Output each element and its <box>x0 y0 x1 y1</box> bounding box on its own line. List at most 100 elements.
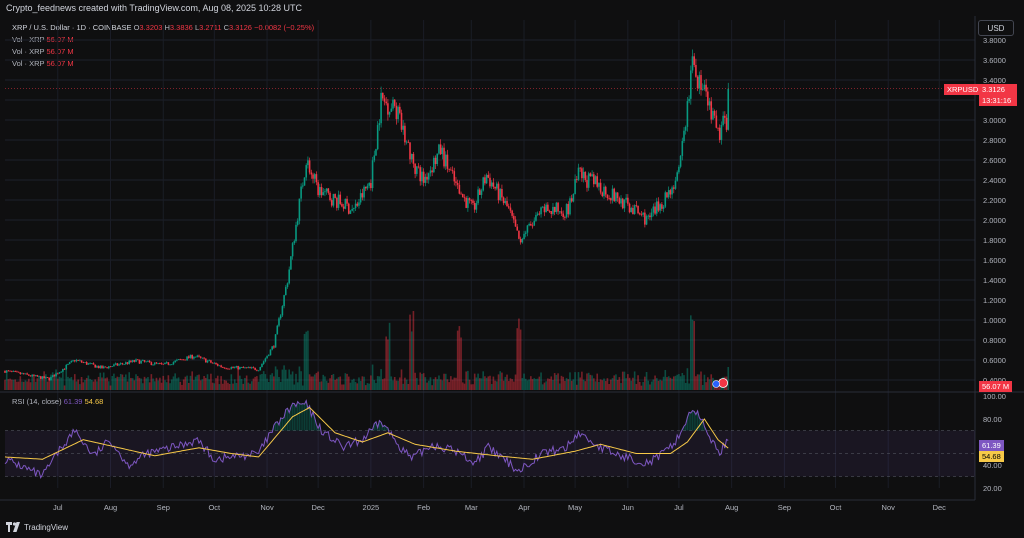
volume-bar <box>41 377 44 390</box>
candle-body <box>553 206 556 213</box>
rsi-legend[interactable]: RSI (14, close) 61.39 54.68 <box>12 397 103 406</box>
volume-bar <box>21 381 23 390</box>
candle-body <box>58 372 61 374</box>
candle-body <box>657 201 660 211</box>
footer[interactable]: TradingView <box>6 522 68 532</box>
volume-bar <box>147 377 149 390</box>
volume-bar <box>438 375 440 390</box>
candle-body <box>33 374 35 376</box>
candle-body <box>191 354 193 359</box>
volume-bar <box>279 381 282 390</box>
candle-body <box>39 376 42 379</box>
candle-body <box>337 194 340 208</box>
candle-body <box>363 186 365 198</box>
volume-bar <box>252 378 255 390</box>
candle-body <box>451 170 454 172</box>
candle-body <box>370 183 372 189</box>
volume-bar <box>317 371 319 390</box>
candle-body <box>319 187 321 196</box>
candle-body <box>82 362 85 364</box>
volume-bar <box>657 380 660 390</box>
vol-row[interactable]: Vol · XRP 56.07 M <box>12 46 314 58</box>
candle-body <box>364 186 367 189</box>
volume-bar <box>678 374 680 390</box>
volume-bar <box>125 374 127 390</box>
volume-bar <box>465 371 467 390</box>
candle-body <box>618 197 621 204</box>
high-value: 3.3836 <box>169 23 193 32</box>
volume-bar <box>460 337 462 390</box>
volume-bar <box>632 377 634 390</box>
candle-body <box>567 203 570 215</box>
candle-body <box>460 193 462 195</box>
candle-body <box>589 173 592 177</box>
volume-bar <box>404 377 406 390</box>
volume-bar <box>75 381 78 390</box>
volume-bar <box>92 381 95 390</box>
candle-body <box>409 142 411 160</box>
candle-body <box>147 360 149 362</box>
candle-body <box>569 198 571 215</box>
chart-canvas[interactable]: 3.80003.60003.40003.20003.00002.80002.60… <box>0 0 1024 520</box>
candle-body <box>560 211 563 214</box>
price-tick-label: 0.8000 <box>983 336 1006 345</box>
volume-bar <box>385 336 387 390</box>
volume-bar <box>63 385 66 390</box>
candle-body <box>235 366 238 368</box>
volume-bar <box>7 379 10 390</box>
candle-body <box>480 190 483 195</box>
volume-bar <box>707 377 709 390</box>
candle-body <box>208 360 211 362</box>
price-tick-label: 1.0000 <box>983 316 1006 325</box>
volume-bar <box>603 378 605 390</box>
candle-body <box>62 368 64 372</box>
volume-bar <box>193 380 195 390</box>
candle-body <box>501 188 503 198</box>
candle-body <box>264 358 267 362</box>
candle-body <box>627 197 629 204</box>
vol-row[interactable]: Vol · XRP 56.07 M <box>12 58 314 70</box>
volume-bar <box>186 375 188 390</box>
volume-bar <box>167 375 170 390</box>
candle-body <box>179 359 182 361</box>
candle-body <box>43 376 45 379</box>
volume-bar <box>227 382 229 390</box>
event-marker-icon <box>718 378 729 388</box>
candle-body <box>427 173 430 180</box>
candle-body <box>193 357 195 359</box>
candle-body <box>526 225 529 233</box>
candle-body <box>383 98 386 102</box>
volume-bar <box>649 384 651 390</box>
volume-bar <box>618 377 621 390</box>
candle-body <box>548 211 551 212</box>
volume-bar <box>547 378 549 390</box>
volume-bar <box>341 384 343 390</box>
candle-body <box>725 117 728 130</box>
volume-bar <box>288 369 290 390</box>
volume-bar <box>170 379 173 390</box>
candle-body <box>46 377 49 379</box>
candle-body <box>65 364 68 369</box>
volume-bar <box>647 380 650 390</box>
candle-body <box>552 206 554 214</box>
volume-bar <box>65 367 68 390</box>
volume-bar <box>60 377 62 390</box>
candle-body <box>232 367 234 368</box>
volume-bar <box>557 373 559 390</box>
volume-bar <box>533 378 536 390</box>
candle-body <box>439 144 442 155</box>
volume-bar <box>271 373 273 390</box>
candle-body <box>279 315 282 319</box>
volume-bar <box>213 383 216 390</box>
time-tick-label: May <box>568 503 582 512</box>
volume-bar <box>637 375 639 390</box>
symbol-label[interactable]: XRP / U.S. Dollar · 1D · COINBASE <box>12 23 132 32</box>
volume-bar <box>337 377 340 390</box>
volume-bar <box>625 378 627 390</box>
candle-body <box>535 214 537 221</box>
currency-button[interactable]: USD <box>978 20 1014 36</box>
volume-bar <box>594 381 597 390</box>
volume-bar <box>593 378 595 390</box>
grid-lines <box>0 16 1024 501</box>
volume-bar <box>48 377 51 390</box>
